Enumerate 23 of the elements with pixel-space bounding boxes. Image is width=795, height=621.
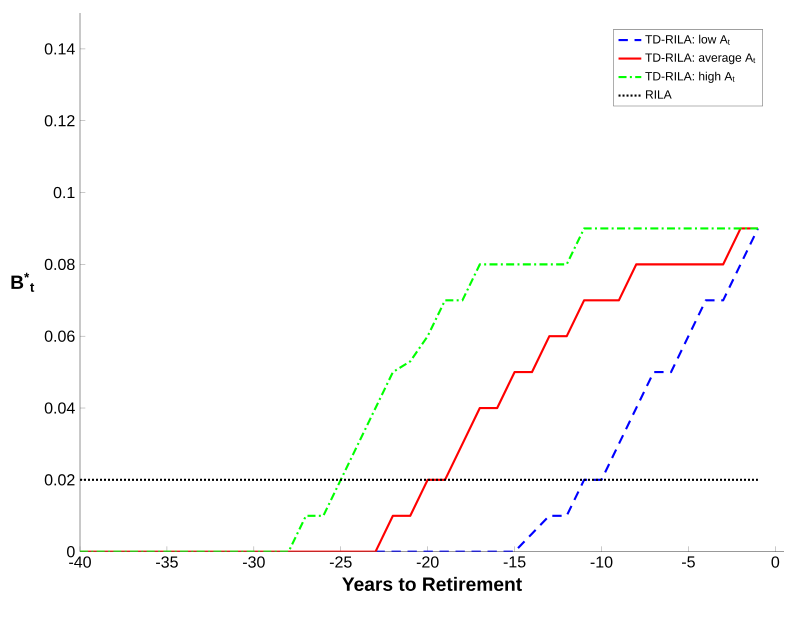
legend-label: RILA xyxy=(646,90,672,99)
x-tick-label: -20 xyxy=(416,556,439,568)
y-tick-label: 0.06 xyxy=(44,330,75,342)
x-tick-label: -25 xyxy=(330,556,352,568)
legend-label: TD-RILA: high A$_{t}$ xyxy=(645,72,735,83)
x-tick-label: -15 xyxy=(504,556,526,568)
x-tick-label: 0 xyxy=(772,556,780,568)
x-tick-label: -10 xyxy=(590,556,612,568)
y-tick-label: 0.1 xyxy=(54,186,75,198)
y-axis-title: B$^{*}$t xyxy=(11,272,34,292)
y-tick-label: 0.14 xyxy=(44,43,75,55)
y-tick-label: 0.02 xyxy=(44,474,74,486)
y-tick-label: 0 xyxy=(67,546,75,558)
legend-label: TD-RILA: low A$_{t}$ xyxy=(645,34,730,45)
y-tick-label: 0.04 xyxy=(44,402,75,414)
x-axis-title: Years to Retirement xyxy=(342,576,522,591)
y-tick-label: 0.08 xyxy=(44,258,75,270)
x-tick-label: -40 xyxy=(69,556,91,568)
legend-label: TD-RILA: average A$_{t}$ xyxy=(645,53,756,64)
y-tick-label: 0.12 xyxy=(44,115,74,126)
x-tick-label: -35 xyxy=(156,556,178,568)
x-tick-label: -5 xyxy=(682,556,695,568)
x-tick-label: -30 xyxy=(242,556,265,568)
